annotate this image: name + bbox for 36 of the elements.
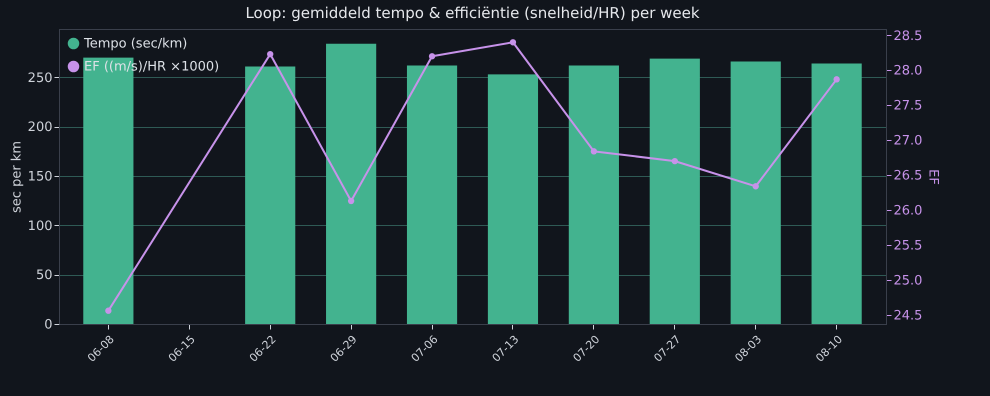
bar [406,66,458,324]
y2-tick-label: 25.0 [894,273,922,288]
chart-title: Loop: gemiddeld tempo & efficiëntie (snelheid/HR) per week [245,4,700,22]
y-axis-title: sec per km [10,141,25,213]
y2-axis-title: EF [925,169,940,185]
bar [730,62,781,324]
y2-tick-label: 28.0 [894,64,922,79]
bar [326,44,376,324]
point [833,76,840,82]
point [752,183,759,190]
bar [812,64,862,324]
y2-tick-label: 27.5 [894,98,922,114]
point [672,158,678,164]
y2-tick-label: 24.5 [894,308,922,324]
bar [488,74,538,324]
point [267,51,274,58]
y2-tick-label: 26.0 [894,204,922,219]
y2-tick-label: 27.0 [894,134,922,149]
y-tick-label: 0 [44,318,52,332]
bar [650,58,700,324]
y-tick-label: 100 [28,218,52,234]
y-tick-label: 150 [28,170,52,185]
bar [568,66,619,324]
point [590,148,598,154]
point [428,53,436,60]
y2-tick-label: 28.5 [894,28,922,44]
point [105,308,112,314]
y2-tick-label: 26.5 [894,168,922,184]
legend-label: Tempo (sec/km) [83,36,188,52]
y-tick-label: 200 [28,120,52,136]
y2-tick-label: 25.5 [894,238,922,254]
y-tick-label: 50 [36,268,52,284]
bar [245,66,296,324]
point [348,198,354,204]
y-tick-label: 250 [28,70,52,86]
point [510,39,516,46]
